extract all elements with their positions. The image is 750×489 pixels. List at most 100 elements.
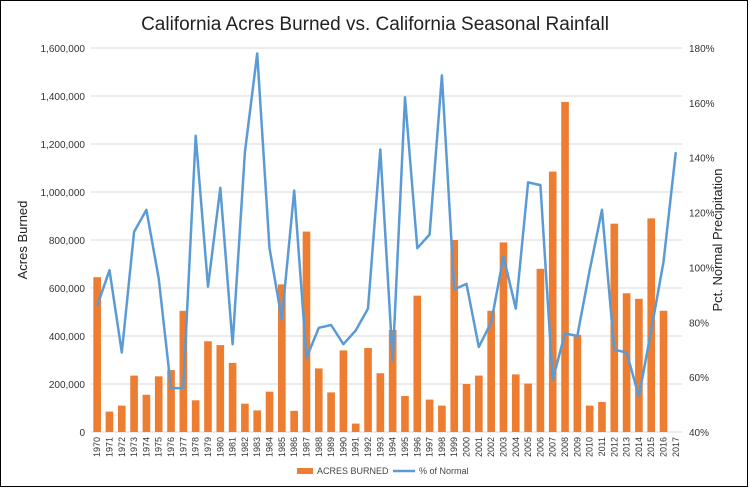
- right-tick-label: 80%: [689, 318, 709, 329]
- bar: [351, 423, 360, 432]
- x-tick-label: 2017: [671, 437, 681, 457]
- left-tick-label: 1,600,000: [41, 44, 86, 55]
- bar: [413, 295, 422, 432]
- bar: [364, 348, 372, 432]
- left-axis-ticks: 0 200,000 400,000 600,000 800,000 1,000,000 1,…: [41, 44, 86, 439]
- bar: [598, 402, 606, 432]
- x-tick-label: 1998: [437, 437, 447, 457]
- bar: [622, 293, 631, 432]
- bar: [142, 394, 151, 432]
- x-tick-label: 1987: [302, 437, 312, 457]
- bar: [487, 310, 495, 432]
- x-tick-label: 2012: [609, 437, 619, 457]
- x-tick-label: 1974: [141, 437, 151, 457]
- right-tick-label: 140%: [689, 154, 715, 165]
- right-tick-label: 60%: [689, 373, 709, 384]
- bar: [154, 376, 163, 432]
- bar: [585, 405, 594, 432]
- bar: [524, 383, 532, 432]
- left-tick-label: 600,000: [49, 284, 86, 295]
- x-tick-label: 1994: [388, 437, 398, 457]
- x-tick-label: 1976: [166, 437, 176, 457]
- x-tick-label: 1999: [449, 437, 459, 457]
- x-tick-label: 2013: [622, 437, 632, 457]
- x-tick-label: 2001: [474, 437, 484, 457]
- x-tick-label: 1996: [412, 437, 422, 457]
- x-tick-label: 2010: [585, 437, 595, 457]
- bar: [548, 171, 557, 432]
- left-tick-label: 1,000,000: [41, 188, 86, 199]
- x-tick-label: 1970: [92, 437, 102, 457]
- x-tick-label: 1988: [314, 437, 324, 457]
- bar: [216, 345, 225, 432]
- x-tick-label: 2003: [499, 437, 509, 457]
- x-tick-label: 2004: [511, 437, 521, 457]
- right-axis-label: Pct. Normal Precipitation: [710, 168, 725, 311]
- left-tick-label: 200,000: [49, 380, 86, 391]
- legend-swatch-bars: [297, 468, 313, 474]
- legend-label-bars: ACRES BURNED: [317, 466, 389, 476]
- right-tick-label: 40%: [689, 428, 709, 439]
- x-tick-label: 1983: [252, 437, 262, 457]
- bar: [314, 368, 323, 432]
- bar: [438, 405, 446, 432]
- bar: [327, 392, 335, 432]
- x-tick-label: 1975: [154, 437, 164, 457]
- x-tick-label: 1990: [338, 437, 348, 457]
- x-tick-label: 1972: [117, 437, 127, 457]
- bar: [339, 350, 348, 432]
- x-tick-label: 1981: [228, 437, 238, 457]
- bar: [401, 396, 409, 432]
- x-tick-label: 1985: [277, 437, 287, 457]
- x-tick-label: 1982: [240, 437, 250, 457]
- left-tick-label: 800,000: [49, 236, 86, 247]
- bar: [561, 102, 569, 432]
- legend-label-line: % of Normal: [419, 466, 469, 476]
- bar: [462, 384, 471, 432]
- x-tick-label: 1993: [375, 437, 385, 457]
- x-tick-label: 1977: [178, 437, 188, 457]
- bar: [265, 391, 274, 432]
- x-tick-label: 2002: [486, 437, 496, 457]
- bar: [204, 341, 212, 432]
- x-tick-label: 1980: [215, 437, 225, 457]
- bar: [253, 410, 262, 432]
- chart-title: California Acres Burned vs. California S…: [141, 14, 609, 35]
- right-tick-label: 180%: [689, 44, 715, 55]
- bar: [290, 410, 298, 432]
- x-tick-label: 1971: [105, 437, 115, 457]
- bar: [302, 231, 311, 432]
- bar: [167, 370, 175, 432]
- x-tick-label: 1989: [326, 437, 336, 457]
- x-tick-label: 2007: [548, 437, 558, 457]
- right-tick-label: 160%: [689, 99, 715, 110]
- bar: [573, 334, 582, 432]
- left-tick-label: 1,200,000: [41, 140, 86, 151]
- bar: [388, 330, 397, 432]
- x-tick-label: 1979: [203, 437, 213, 457]
- bar: [241, 403, 249, 432]
- bar: [536, 268, 545, 432]
- precipitation-line: [96, 52, 678, 398]
- bar: [425, 399, 434, 432]
- right-tick-label: 120%: [689, 209, 715, 220]
- x-tick-label: 2008: [560, 437, 570, 457]
- right-tick-label: 100%: [689, 263, 715, 274]
- x-tick-label: 1991: [351, 437, 361, 457]
- line-series: [96, 52, 678, 398]
- x-tick-label: 1995: [400, 437, 410, 457]
- bar: [130, 375, 138, 432]
- x-tick-label: 2009: [572, 437, 582, 457]
- x-tick-label: 1984: [265, 437, 275, 457]
- x-tick-label: 2000: [462, 437, 472, 457]
- bar: [117, 405, 126, 432]
- x-tick-label: 1992: [363, 437, 373, 457]
- bar: [228, 362, 237, 432]
- x-tick-label: 2016: [659, 437, 669, 457]
- bar: [450, 240, 459, 432]
- bar: [499, 242, 508, 432]
- x-tick-label: 1973: [129, 437, 139, 457]
- left-tick-label: 400,000: [49, 332, 86, 343]
